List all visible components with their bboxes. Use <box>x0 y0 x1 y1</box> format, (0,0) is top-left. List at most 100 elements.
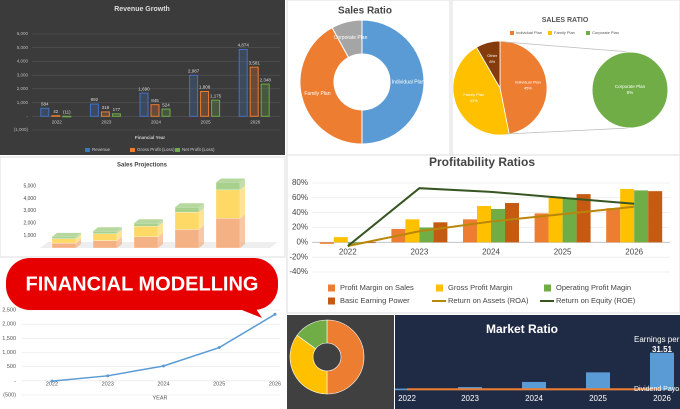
banner: FINANCIAL MODELLING <box>26 273 259 295</box>
y-tick-label: - <box>14 378 16 384</box>
bar <box>189 74 199 117</box>
connector <box>504 127 631 135</box>
bar-segment <box>133 236 159 249</box>
pie-slice <box>591 51 669 129</box>
x-tick-label: 2022 <box>46 381 58 387</box>
chart-title: Revenue Growth <box>114 6 170 13</box>
x-tick-label: 2025 <box>589 394 607 403</box>
y-tick-label: 6,000 <box>17 31 29 36</box>
x-tick-label: 2025 <box>554 247 572 256</box>
bar-top <box>134 219 163 224</box>
legend-label: Return on Equity (ROE) <box>556 296 636 305</box>
y-tick-label: 5,000 <box>23 184 36 190</box>
y-tick-label: 2,500 <box>2 307 16 313</box>
slice-value: 8% <box>627 90 634 95</box>
bar-side <box>117 236 122 248</box>
bar-side <box>199 225 204 248</box>
bar-segment <box>215 189 241 219</box>
y-tick-label: (1,000) <box>14 127 29 132</box>
y-tick-label: 40% <box>292 208 308 217</box>
bar-segment <box>133 223 159 227</box>
x-tick-label: 2026 <box>250 119 261 124</box>
y-tick-label: 2,000 <box>2 322 16 328</box>
bar-segment <box>133 226 159 238</box>
x-tick-label: 2023 <box>461 394 479 403</box>
slice-label: Other <box>487 53 498 58</box>
legend-label: Operating Profit Magin <box>556 283 631 292</box>
y-tick-label: 0% <box>296 237 308 246</box>
bar <box>139 92 149 117</box>
legend-swatch <box>436 284 443 292</box>
bar-segment <box>92 233 118 241</box>
bar <box>238 48 248 117</box>
bar-segment <box>215 182 241 191</box>
y-tick-label: - <box>27 113 29 118</box>
bar-segment <box>174 207 200 213</box>
series-label: Dividend Payo <box>634 386 679 393</box>
data-label: (11) <box>63 109 71 114</box>
bar <box>111 113 121 117</box>
banner-tail <box>232 300 262 318</box>
bar <box>260 83 270 117</box>
line-series <box>347 187 635 247</box>
bar-side <box>117 227 122 234</box>
x-tick-label: 2023 <box>101 119 112 124</box>
slice-label: Individual Plan <box>392 79 425 85</box>
bar <box>211 99 221 117</box>
point <box>50 379 54 383</box>
bar <box>100 111 110 117</box>
slice-label: Corporate Plan <box>615 84 646 89</box>
bar <box>433 222 448 243</box>
legend-swatch <box>548 31 552 35</box>
x-tick-label: 2024 <box>482 247 500 256</box>
slice-label: Individual Plan <box>515 79 541 84</box>
data-label: 2,348 <box>260 77 272 82</box>
bar-side <box>240 178 245 190</box>
bar <box>650 352 674 390</box>
x-axis-title: Financial Year <box>135 135 165 140</box>
slice-label: Corporate Plan <box>334 35 368 41</box>
bar-side <box>76 232 81 239</box>
bar-side <box>240 214 245 248</box>
x-tick-label: 2025 <box>201 119 212 124</box>
y-tick-label: 1,500 <box>2 336 16 342</box>
y-tick-label: 3,000 <box>23 208 36 214</box>
bar-side <box>158 222 163 237</box>
data-label: 318 <box>102 105 110 110</box>
legend-swatch <box>328 297 335 305</box>
bar-segment <box>51 238 77 244</box>
bar-top <box>175 203 204 208</box>
bar-segment <box>215 218 241 249</box>
bar <box>333 237 348 243</box>
chart-title: Sales Ratio <box>338 6 392 17</box>
data-label: 4,874 <box>238 43 250 48</box>
bar-segment <box>92 240 118 249</box>
legend-swatch <box>586 31 590 35</box>
bar-side <box>158 232 163 248</box>
bar-side <box>76 239 81 248</box>
bar-side <box>117 229 122 241</box>
panel-revenue <box>0 0 285 155</box>
bar <box>606 208 621 243</box>
bar-top <box>93 227 122 232</box>
bar <box>505 203 519 243</box>
data-label: 42 <box>53 109 59 114</box>
data-label: 1,690 <box>138 86 150 91</box>
data-label: 2,987 <box>188 69 200 74</box>
bar <box>534 213 549 243</box>
bar-side <box>76 234 81 244</box>
legend-swatch <box>175 148 180 152</box>
data-label: 524 <box>162 102 170 107</box>
bar-segment <box>174 229 200 249</box>
point <box>273 312 277 316</box>
line-series <box>347 205 635 248</box>
y-tick-label: 3,000 <box>17 72 29 77</box>
bar-side <box>199 208 204 230</box>
pie-slice <box>452 46 510 136</box>
donut-slice <box>289 334 328 395</box>
legend-label: Profit Margin on Sales <box>340 283 414 292</box>
legend-swatch <box>510 31 514 35</box>
bar <box>150 104 160 117</box>
bar <box>89 103 99 117</box>
